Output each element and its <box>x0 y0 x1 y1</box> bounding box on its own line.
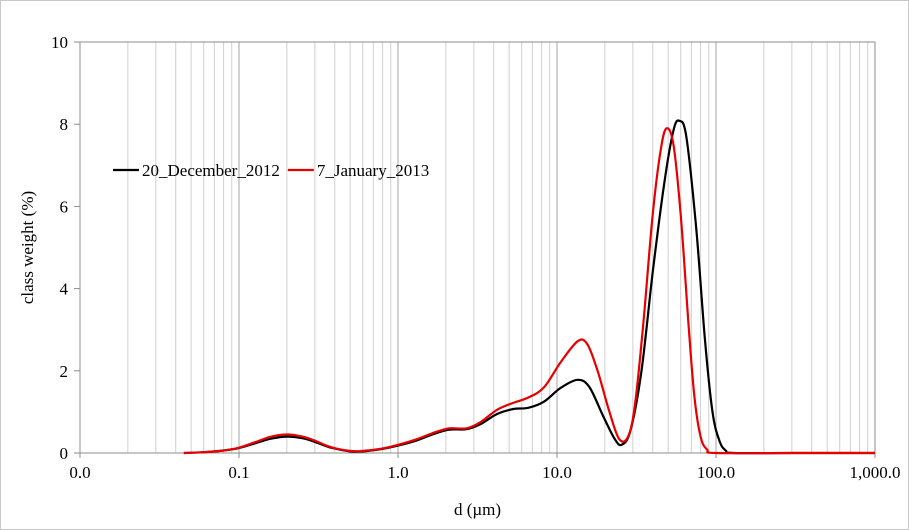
x-tick-label: 0.1 <box>228 463 249 482</box>
series-line <box>183 127 875 455</box>
legend: 20_December_2012 7_January_2013 <box>113 161 429 180</box>
y-tick-label: 10 <box>51 33 68 52</box>
series-layer <box>183 119 875 455</box>
x-tick-label: 10.0 <box>542 463 572 482</box>
x-tick-label: 1,000.0 <box>850 463 901 482</box>
y-axis-ticks: 0 2 4 6 8 10 <box>51 33 80 463</box>
x-tick-label: 100.0 <box>697 463 735 482</box>
plot-area-border <box>79 41 876 454</box>
y-tick-label: 2 <box>60 362 69 381</box>
legend-label: 20_December_2012 <box>142 161 280 180</box>
x-tick-label: 0.0 <box>69 463 90 482</box>
y-tick-label: 8 <box>60 115 69 134</box>
x-tick-label: 1.0 <box>387 463 408 482</box>
y-tick-label: 4 <box>60 280 69 299</box>
y-tick-label: 6 <box>60 197 69 216</box>
grid-lines <box>79 42 869 453</box>
y-axis-label: class weight (%) <box>18 191 37 304</box>
y-tick-label: 0 <box>60 444 69 463</box>
legend-label: 7_January_2013 <box>317 161 429 180</box>
series-line <box>183 119 875 455</box>
x-axis-ticks: 0.0 0.1 1.0 10.0 100.0 1,000.0 <box>69 453 901 482</box>
x-axis-label: d (µm) <box>454 500 501 519</box>
